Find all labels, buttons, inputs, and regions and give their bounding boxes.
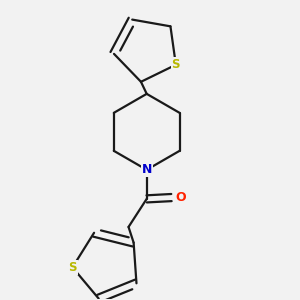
Text: N: N bbox=[142, 163, 152, 176]
Text: S: S bbox=[172, 58, 180, 71]
Text: O: O bbox=[176, 191, 186, 204]
Text: S: S bbox=[68, 261, 77, 274]
